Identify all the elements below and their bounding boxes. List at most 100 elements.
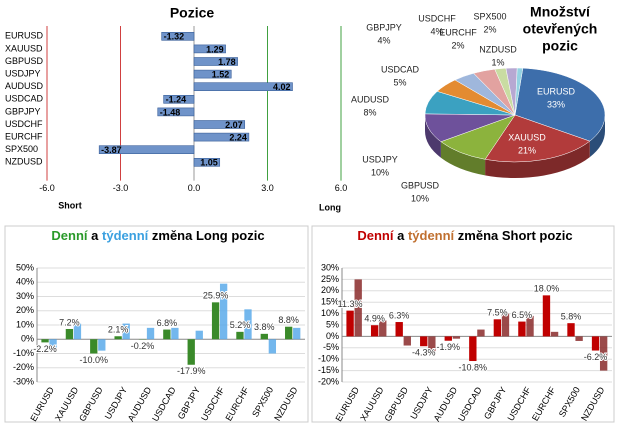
category-label: USDCAD [5,94,44,104]
value-label: 8.8% [278,315,299,325]
x-tick-label: GBPJPY [482,385,508,421]
slice-value: 2% [483,24,496,34]
bar [477,329,485,337]
value-label: -1.9% [437,342,461,352]
value-label: 6.5% [512,310,533,320]
bar [268,339,277,354]
slice-value: 33% [547,99,565,109]
bar [403,336,411,346]
y-tick-label: -20% [318,376,339,386]
x-tick-label: -6.0 [39,183,55,193]
bar [469,336,477,362]
bar [354,279,362,337]
bar [195,330,203,340]
x-tick-label: EURUSD [333,385,361,423]
category-label: XAUUSD [5,43,43,53]
value-label: 1.29 [206,44,224,54]
bar [346,310,354,337]
y-tick-label: -30% [13,376,34,386]
bar [98,339,106,351]
category-label: GBPUSD [5,56,44,66]
x-tick-label: XAUUSD [358,385,386,423]
pie-side [589,115,605,158]
bar [236,331,244,340]
pie-slice [514,67,524,116]
y-tick-label: -5% [323,342,339,352]
x-tick-label: USDJPY [408,385,434,421]
y-tick-label: 5% [326,319,339,329]
bar [244,309,252,340]
bar [219,283,228,340]
y-tick-label: 0% [326,331,339,341]
bar [193,44,226,54]
category-label: EURCHF [5,131,43,141]
bar [370,325,379,337]
bar [444,336,452,341]
value-label: 7.5% [487,308,508,318]
title-part: týdenní [408,228,455,243]
bar [379,320,387,337]
value-label: -1.48 [160,107,181,117]
pie-side [425,115,441,158]
y-tick-label: 10% [321,308,339,318]
x-tick-label: USDCHF [199,385,227,423]
category-label: NZDUSD [5,157,43,167]
bar [161,31,195,41]
category-label: GBPJPY [5,106,41,116]
value-label: -4.3% [412,348,436,358]
value-label: 11.3% [338,299,363,309]
x-tick-label: USDCAD [456,385,484,423]
pie-slice [514,67,606,142]
title-part: Denní [51,228,88,243]
slice-label: AUDUSD [351,94,390,104]
y-tick-label: 10% [16,319,34,329]
x-tick-label: -3.0 [113,183,129,193]
y-tick-label: 20% [321,285,339,295]
x-tick-label: SPX500 [250,385,275,419]
slice-value: 4% [430,26,443,36]
title-part: změna Long pozic [152,228,265,243]
value-label: -6.2% [584,352,608,362]
bar [171,327,179,340]
bar [122,323,130,340]
bar [98,145,195,154]
x-tick-label: AUDUSD [432,385,460,423]
x-tick-label: EURCHF [530,385,558,423]
category-label: USDCHF [5,119,43,129]
value-label: -10.8% [459,362,488,372]
bar [65,328,74,340]
x-tick-label: GBPUSD [77,385,105,423]
value-label: 3.8% [254,322,275,332]
category-label: SPX500 [5,144,38,154]
y-tick-label: 30% [321,262,339,272]
value-label: 2.1% [108,325,129,335]
pie-side [485,141,590,178]
x-tick-label: USDCHF [505,385,533,423]
value-label: 2.24 [229,132,247,142]
chart-title: Pozice [170,5,215,21]
value-label: 25.9% [203,291,229,301]
x-tick-label: XAUUSD [53,385,81,423]
bar [193,57,238,66]
chart-title: Denní a týdenní změna Short pozic [357,228,572,243]
slice-label: XAUUSD [508,132,546,142]
bar [526,315,534,337]
chart-title: otevřených [523,21,598,37]
slice-label: GBPJPY [366,22,402,32]
category-label: EURUSD [5,31,44,41]
bar [146,327,155,340]
slice-label: NZDUSD [479,44,517,54]
bar [163,329,171,340]
bar [395,322,403,337]
y-tick-label: -20% [13,362,34,372]
slice-value: 2% [451,40,464,50]
bar [575,336,583,341]
value-label: 7.2% [59,317,80,327]
title-part: změna Short pozic [458,228,573,243]
value-label: -1.24 [166,95,187,105]
slice-label: SPX500 [473,11,506,21]
value-label: 18.0% [534,284,560,294]
value-label: -17.9% [177,366,206,376]
x-tick-label: 6.0 [335,183,348,193]
